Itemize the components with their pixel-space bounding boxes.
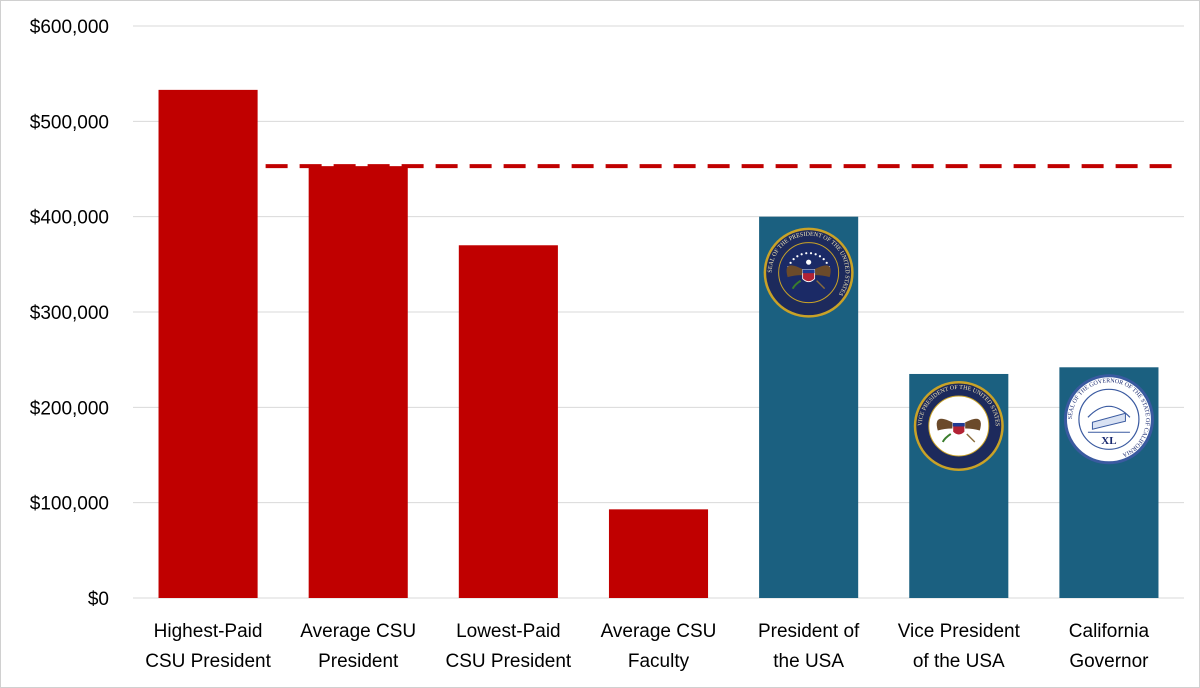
x-category-label: of the USA	[913, 651, 1005, 672]
x-category-label: Average CSU	[601, 621, 717, 642]
california-governor-seal-icon: SEAL OF THE GOVERNOR OF THE STATE OF CAL…	[1063, 374, 1154, 465]
bar	[458, 245, 558, 598]
x-category-label: Highest-Paid	[154, 621, 263, 642]
y-tick-label: $0	[88, 589, 109, 610]
y-tick-label: $300,000	[30, 303, 109, 324]
y-tick-label: $600,000	[30, 17, 109, 38]
x-category-label: Lowest-Paid	[456, 621, 561, 642]
x-category-label: CSU President	[145, 651, 271, 672]
x-category-label: Governor	[1069, 651, 1149, 672]
bars	[158, 89, 1159, 598]
x-axis-category-labels: Highest-Paid CSU President Average CSU Pres…	[145, 621, 1149, 672]
x-category-label: CSU President	[446, 651, 572, 672]
x-category-label: Average CSU	[300, 621, 416, 642]
y-axis-tick-labels: $0 $100,000 $200,000 $300,000 $400,000 $500,0…	[30, 17, 109, 610]
bar	[308, 166, 408, 598]
bar	[158, 89, 258, 598]
x-category-label: President of	[758, 621, 860, 642]
bar	[608, 509, 709, 598]
y-tick-label: $400,000	[30, 208, 109, 229]
x-category-label: California	[1069, 621, 1150, 642]
vice-presidential-seal-icon: VICE PRESIDENT OF THE UNITED STATES	[913, 380, 1004, 471]
svg-text:XL: XL	[1101, 435, 1116, 447]
y-tick-label: $500,000	[30, 112, 109, 133]
x-category-label: President	[318, 651, 399, 672]
gridlines	[133, 25, 1184, 599]
y-tick-label: $100,000	[30, 494, 109, 515]
presidential-seal-icon: SEAL OF THE PRESIDENT OF THE UNITED STAT…	[763, 227, 854, 318]
y-tick-label: $200,000	[30, 398, 109, 419]
seals: SEAL OF THE PRESIDENT OF THE UNITED STAT…	[763, 227, 1154, 471]
x-category-label: Faculty	[628, 651, 690, 672]
x-category-label: the USA	[773, 651, 844, 672]
x-category-label: Vice President	[898, 621, 1021, 642]
